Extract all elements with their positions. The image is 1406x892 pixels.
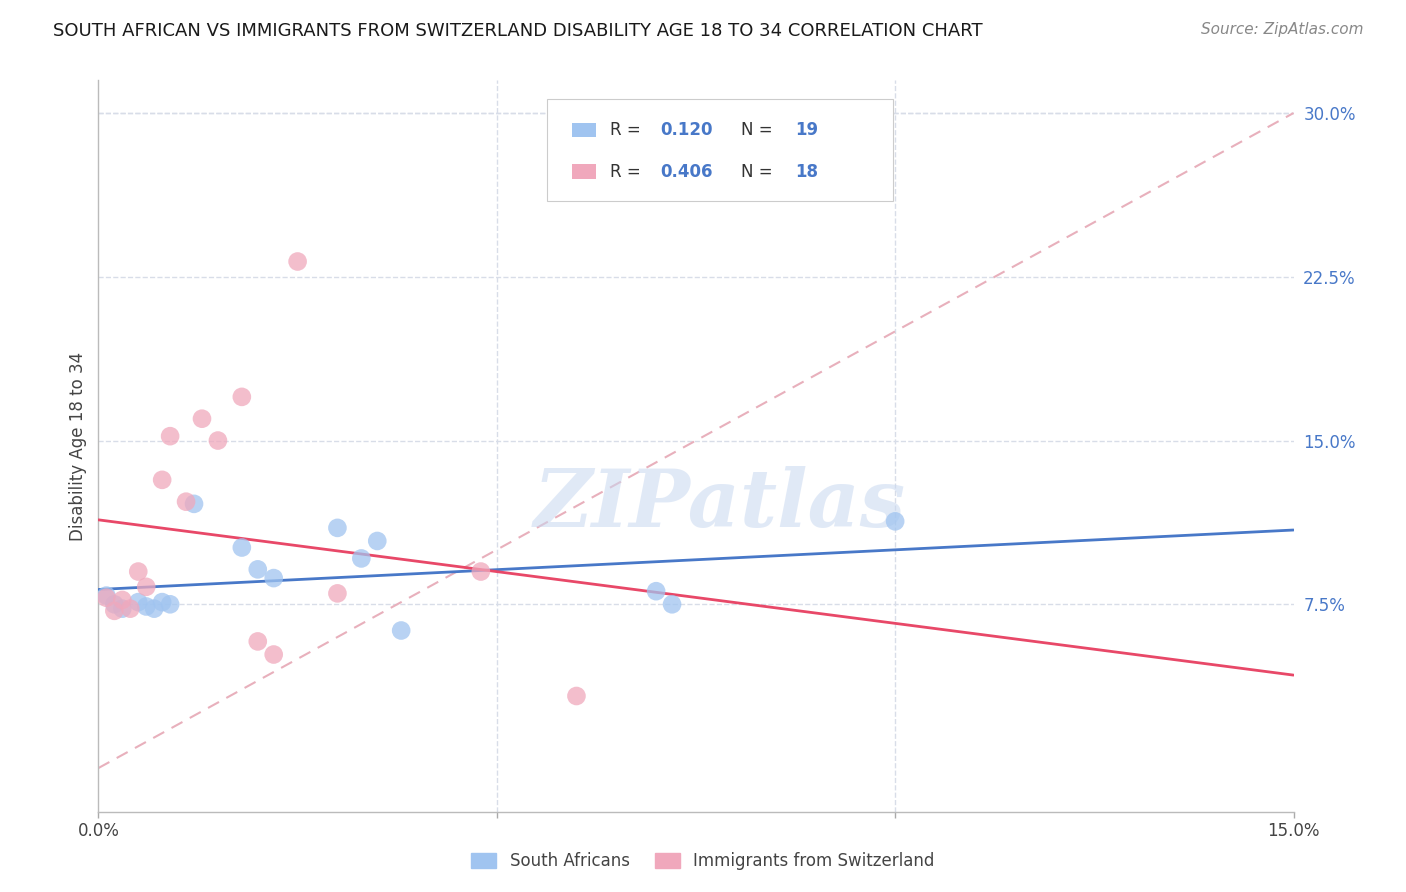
Text: 0.406: 0.406 (661, 162, 713, 181)
Text: 0.120: 0.120 (661, 121, 713, 139)
Y-axis label: Disability Age 18 to 34: Disability Age 18 to 34 (69, 351, 87, 541)
Point (135, 599, 157, 614)
Point (263, 648, 285, 662)
Point (111, 601, 134, 615)
Point (135, 580, 157, 594)
Point (159, 597, 181, 611)
Point (246, 562, 269, 576)
Point (884, 514, 907, 528)
Text: Source: ZipAtlas.com: Source: ZipAtlas.com (1201, 22, 1364, 37)
Text: SOUTH AFRICAN VS IMMIGRANTS FROM SWITZERLAND DISABILITY AGE 18 TO 34 CORRELATION: SOUTH AFRICAN VS IMMIGRANTS FROM SWITZER… (53, 22, 983, 40)
Text: N =: N = (741, 162, 779, 181)
Text: R =: R = (610, 121, 645, 139)
Point (183, 497, 205, 511)
Point (127, 595, 149, 609)
Point (645, 584, 668, 599)
FancyBboxPatch shape (572, 164, 596, 179)
Point (127, 565, 149, 579)
Point (246, 634, 269, 648)
Point (159, 429, 181, 443)
FancyBboxPatch shape (547, 99, 893, 201)
Point (565, 689, 588, 703)
Point (661, 597, 683, 611)
Point (350, 551, 373, 566)
Point (111, 593, 134, 607)
Text: R =: R = (610, 162, 645, 181)
Point (470, 565, 492, 579)
Point (174, 494, 197, 508)
Point (96, 591, 118, 605)
Text: N =: N = (741, 121, 779, 139)
Point (287, 254, 309, 268)
Point (150, 595, 173, 609)
Text: 19: 19 (796, 121, 818, 139)
Point (263, 571, 285, 585)
Point (326, 586, 349, 600)
Point (191, 411, 214, 425)
Point (150, 473, 173, 487)
Text: ZIPatlas: ZIPatlas (534, 466, 905, 543)
Point (120, 601, 142, 615)
Point (96, 589, 118, 603)
Legend: South Africans, Immigrants from Switzerland: South Africans, Immigrants from Switzerl… (465, 846, 941, 877)
Point (103, 597, 125, 611)
Point (207, 434, 229, 448)
Point (231, 390, 253, 404)
Text: 18: 18 (796, 162, 818, 181)
Point (103, 604, 125, 618)
FancyBboxPatch shape (572, 123, 596, 137)
Point (326, 521, 349, 535)
Point (389, 624, 412, 638)
Point (143, 601, 166, 615)
Point (231, 541, 253, 555)
Point (366, 533, 388, 548)
